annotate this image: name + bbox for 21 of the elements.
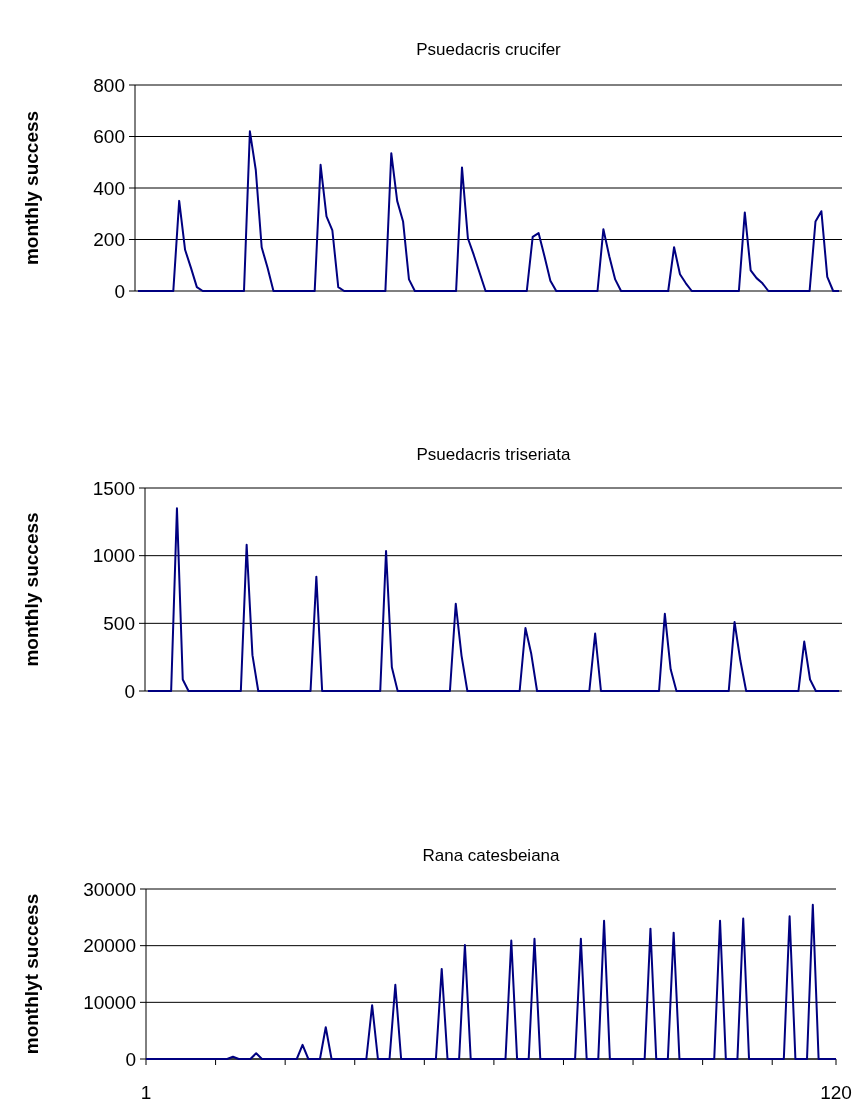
y-tick-label: 20000 [83,935,136,957]
y-tick-label: 400 [93,177,125,199]
chart-title: Psuedacris triseriata [416,445,572,464]
y-tick-label: 10000 [83,991,136,1013]
y-tick-label: 0 [124,680,135,702]
x-tick-label: 1 [140,1082,152,1103]
y-tick-label: 600 [93,126,125,148]
y-tick-label: 500 [103,612,135,634]
y-tick-label: 30000 [83,878,136,900]
y-tick-label: 1500 [92,477,135,499]
y-axis-title: monthly success [21,512,42,667]
chart-title: Rana catesbeiana [422,846,561,865]
y-axis-title: monthlyt success [21,893,42,1055]
y-tick-label: 0 [125,1048,136,1070]
chart-title: Psuedacris crucifer [416,40,562,59]
y-axis-title: monthly success [21,110,42,266]
y-tick-label: 0 [114,280,125,302]
y-tick-label: 1000 [92,545,135,567]
x-tick-label: 120 [820,1082,852,1103]
y-tick-label: 800 [93,74,125,96]
y-tick-label: 200 [93,229,125,251]
